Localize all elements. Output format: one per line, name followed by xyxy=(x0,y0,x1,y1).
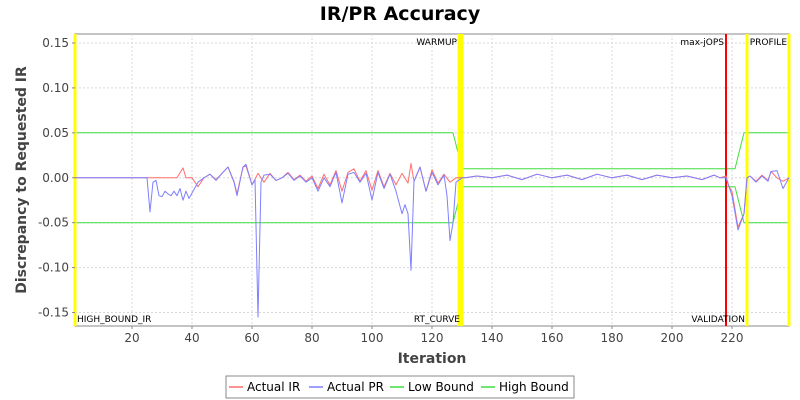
series-line-low-bound xyxy=(75,186,789,224)
x-tick-label: 120 xyxy=(421,331,444,345)
x-axis-label: Iteration xyxy=(398,351,467,367)
legend-item-actual-pr: Actual PR xyxy=(309,380,384,394)
legend-label-low-bound: Low Bound xyxy=(408,380,474,394)
legend-item-low-bound: Low Bound xyxy=(390,380,474,394)
x-tick-label: 220 xyxy=(721,331,744,345)
y-tick-label: -0.05 xyxy=(38,216,69,230)
legend-label-actual-pr: Actual PR xyxy=(327,380,384,394)
legend: Actual IR Actual PR Low Bound High Bound xyxy=(225,375,575,399)
chart-title: IR/PR Accuracy xyxy=(320,3,481,25)
marker-label-max-jops: max-jOPS xyxy=(680,38,724,48)
bounds-layer xyxy=(75,132,789,224)
y-tick-label: 0.00 xyxy=(42,171,69,185)
legend-label-high-bound: High Bound xyxy=(499,380,569,394)
series-line-actual-pr xyxy=(75,163,790,318)
series-line-high-bound xyxy=(75,132,789,170)
y-tick-label: 0.10 xyxy=(42,81,69,95)
legend-label-actual-ir: Actual IR xyxy=(247,380,300,394)
y-tick-label: -0.10 xyxy=(38,261,69,275)
marker-label-high-bound-ir: HIGH_BOUND_IR xyxy=(77,315,151,325)
y-tick-label: -0.15 xyxy=(38,306,69,320)
y-axis-ticks: -0.15 -0.10 -0.05 0.00 0.05 0.10 0.15 xyxy=(38,36,75,320)
x-tick-label: 60 xyxy=(244,331,259,345)
y-axis-label: Discrepancy to Requested IR xyxy=(14,66,30,294)
marker-label-rt-curve: RT_CURVE xyxy=(414,315,460,325)
x-tick-label: 200 xyxy=(661,331,684,345)
y-tick-label: 0.05 xyxy=(42,126,69,140)
x-tick-label: 40 xyxy=(184,331,199,345)
legend-item-actual-ir: Actual IR xyxy=(229,380,300,394)
x-tick-label: 160 xyxy=(541,331,564,345)
x-tick-label: 140 xyxy=(481,331,504,345)
marker-label-warmup: WARMUP xyxy=(416,38,457,48)
legend-item-high-bound: High Bound xyxy=(481,380,569,394)
y-tick-label: 0.15 xyxy=(42,36,69,50)
x-tick-label: 100 xyxy=(361,331,384,345)
marker-label-profile: PROFILE xyxy=(750,38,788,48)
x-tick-label: 80 xyxy=(304,331,319,345)
series-layer xyxy=(75,162,790,318)
x-axis-ticks: 20 40 60 80 100 120 140 160 180 200 220 xyxy=(124,326,743,345)
x-tick-label: 20 xyxy=(124,331,139,345)
marker-label-validation: VALIDATION xyxy=(691,315,745,325)
x-tick-label: 180 xyxy=(601,331,624,345)
